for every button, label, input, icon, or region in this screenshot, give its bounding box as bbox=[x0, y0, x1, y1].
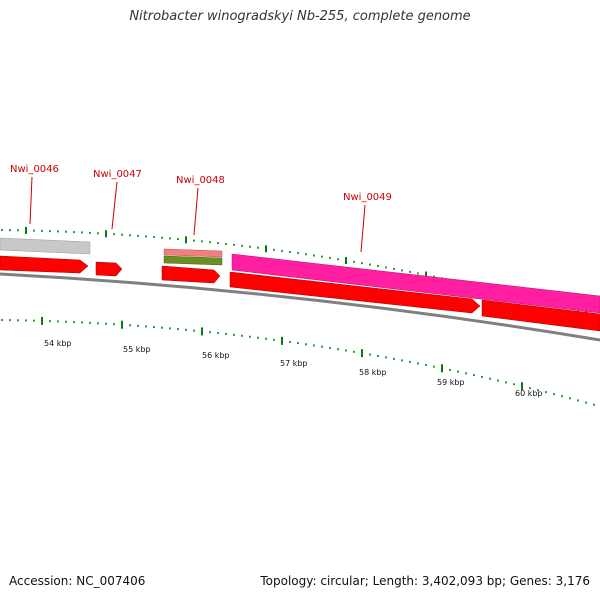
gene-arrow-0048 bbox=[161, 265, 221, 284]
accession-text: Accession: NC_007406 bbox=[9, 574, 146, 588]
gene-block-gray bbox=[0, 237, 91, 255]
scale-label-60: 60 kbp bbox=[515, 389, 543, 398]
scale-label-55: 55 kbp bbox=[123, 345, 151, 354]
gene-arrow-0047 bbox=[95, 261, 123, 277]
gene-arrow-0050 bbox=[481, 299, 600, 332]
scale-label-59: 59 kbp bbox=[437, 378, 465, 387]
genome-summary-text: Topology: circular; Length: 3,402,093 bp… bbox=[260, 574, 590, 588]
label-line-0046 bbox=[29, 176, 33, 225]
scale-label-54: 54 kbp bbox=[44, 339, 72, 348]
feature-block-salmon bbox=[163, 248, 223, 258]
map-title: Nitrobacter winogradskyi Nb-255, complet… bbox=[129, 9, 471, 24]
gene-arrow-0046 bbox=[0, 255, 89, 274]
gene-label-0049: Nwi_0049 bbox=[343, 192, 392, 203]
label-line-0047 bbox=[111, 181, 118, 230]
gene-block-magenta bbox=[231, 253, 600, 314]
genome-backbone bbox=[0, 272, 600, 342]
gene-label-0047: Nwi_0047 bbox=[93, 169, 142, 180]
scale-label-58: 58 kbp bbox=[359, 368, 387, 377]
label-line-0049 bbox=[360, 204, 366, 253]
gene-label-0048: Nwi_0048 bbox=[176, 175, 225, 186]
scale-label-56: 56 kbp bbox=[202, 351, 230, 360]
scale-label-57: 57 kbp bbox=[280, 359, 308, 368]
gene-arrow-0049 bbox=[229, 271, 481, 314]
label-line-0048 bbox=[193, 187, 199, 236]
gene-label-0046: Nwi_0046 bbox=[10, 164, 59, 175]
feature-block-green bbox=[163, 255, 223, 266]
tick-row-lower bbox=[1, 316, 595, 406]
